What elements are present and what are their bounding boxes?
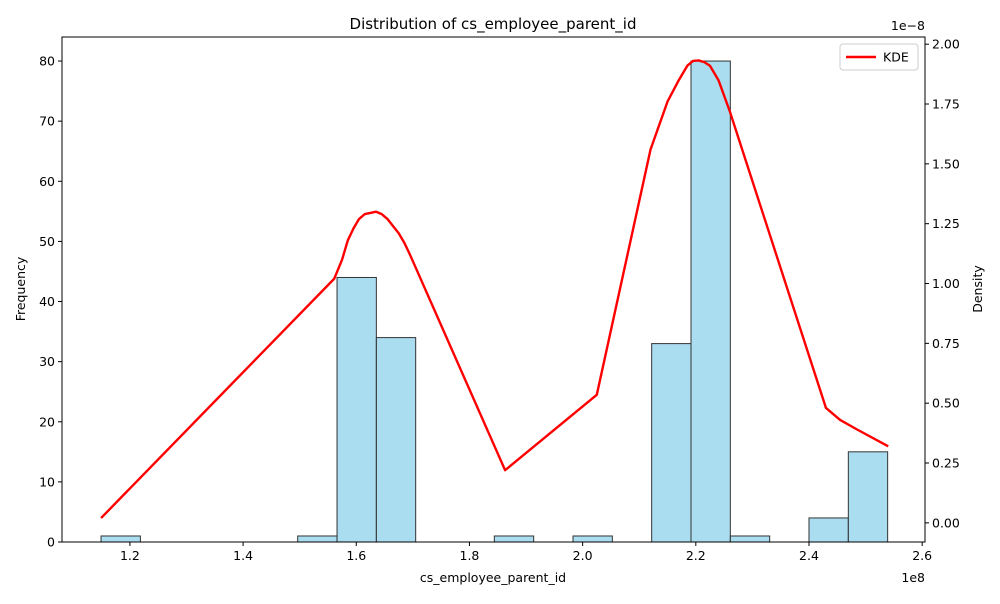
histogram-bar [729, 535, 771, 543]
histogram-bar [493, 535, 535, 543]
x-tick-label: 2.2 [686, 548, 706, 563]
y2-tick-label: 0.25 [932, 456, 960, 471]
histogram-bar [100, 535, 141, 543]
y-axis-ticks: 0 10 20 30 40 50 60 70 80 [39, 54, 62, 550]
x-tick-label: 2.0 [573, 548, 593, 563]
histogram-bars [100, 60, 889, 543]
histogram-bar [690, 60, 731, 543]
x-axis-offset-label: 1e8 [901, 570, 925, 585]
y2-axis-offset-label: 1e−8 [891, 18, 925, 33]
y2-tick-label: 0.50 [932, 396, 960, 411]
legend-box [839, 43, 919, 71]
histogram-bar [651, 343, 692, 543]
x-tick-label: 1.8 [460, 548, 480, 563]
plot-frame [61, 36, 926, 543]
y2-tick-label: 1.50 [932, 156, 960, 171]
y-tick-label: 50 [39, 234, 55, 249]
legend-kde-label: KDE [883, 50, 909, 65]
histogram-bar [847, 451, 889, 543]
y2-tick-label: 2.00 [932, 37, 960, 52]
y2-tick-label: 1.25 [932, 216, 960, 231]
y2-tick-label: 0.00 [932, 515, 960, 530]
y-axis-label: Frequency [13, 256, 28, 321]
x-tick-label: 2.4 [799, 548, 819, 563]
chart-title: Distribution of cs_employee_parent_id [350, 15, 637, 34]
y-tick-label: 80 [39, 54, 55, 69]
y2-tick-label: 1.75 [932, 97, 960, 112]
y-tick-label: 30 [39, 354, 55, 369]
kde-line [100, 59, 889, 519]
y2-axis-label: Density [970, 265, 985, 313]
histogram-bar [336, 276, 377, 543]
y-tick-label: 0 [47, 535, 55, 550]
histogram-bar [375, 337, 417, 543]
x-tick-label: 2.6 [912, 548, 932, 563]
y-tick-label: 40 [39, 294, 55, 309]
legend: KDE [839, 43, 919, 71]
y-tick-label: 70 [39, 114, 55, 129]
y-tick-label: 10 [39, 474, 55, 489]
histogram-bar [808, 517, 849, 543]
histogram-bar [297, 535, 338, 543]
histogram-bar [572, 535, 613, 543]
x-axis-label: cs_employee_parent_id [420, 570, 566, 585]
y2-tick-label: 0.75 [932, 336, 960, 351]
y2-axis-ticks: 0.00 0.25 0.50 0.75 1.00 1.25 1.50 1.75 2.00 [925, 37, 960, 530]
x-axis-ticks: 1.2 1.4 1.6 1.8 2.0 2.2 2.4 2.6 [120, 542, 932, 563]
x-tick-label: 1.6 [346, 548, 366, 563]
x-tick-label: 1.4 [233, 548, 253, 563]
y-tick-label: 20 [39, 414, 55, 429]
y-tick-label: 60 [39, 174, 55, 189]
x-tick-label: 1.2 [120, 548, 140, 563]
y2-tick-label: 1.00 [932, 276, 960, 291]
